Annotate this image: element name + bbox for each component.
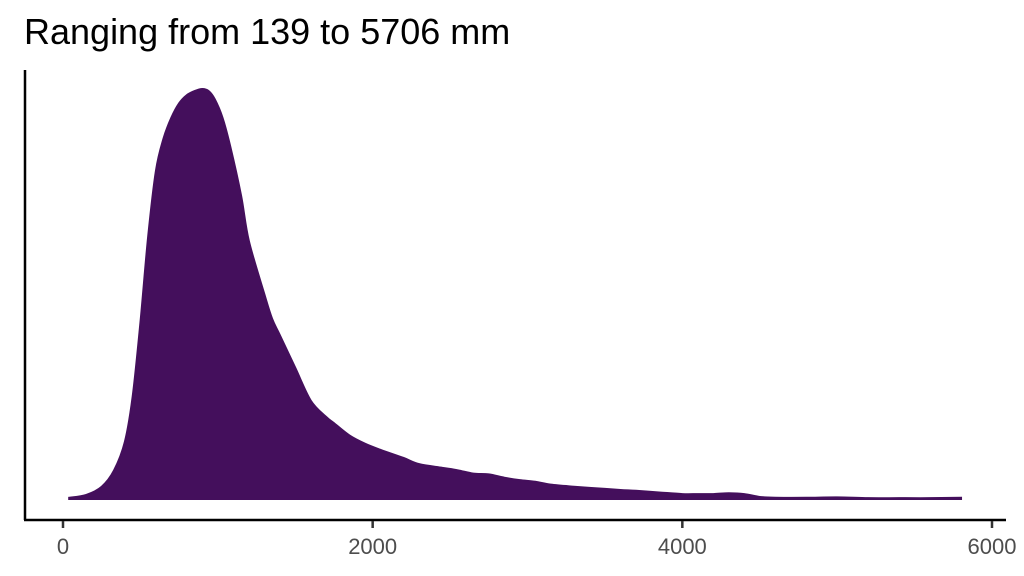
x-tick-label: 0	[57, 534, 69, 559]
x-axis-ticks: 0 2000 4000 6000	[57, 521, 1017, 559]
chart-title: Ranging from 139 to 5706 mm	[24, 11, 511, 52]
x-tick-label: 2000	[348, 534, 397, 559]
plot-area	[68, 87, 963, 500]
x-tick-label: 4000	[658, 534, 707, 559]
density-area	[68, 87, 963, 500]
x-tick-label: 6000	[968, 534, 1017, 559]
